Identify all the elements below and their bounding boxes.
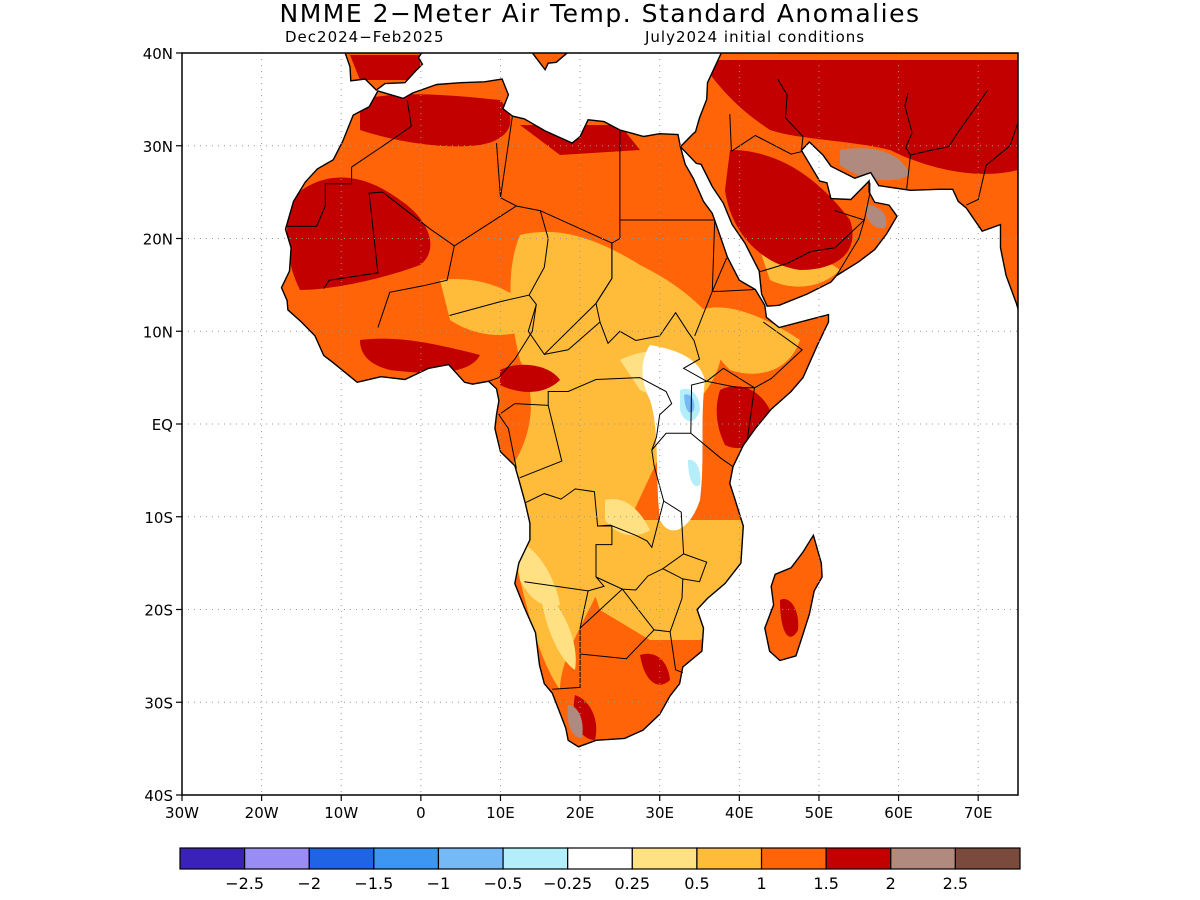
colorbar-swatch	[502, 847, 569, 870]
country-border	[488, 304, 537, 382]
lon-tick-label: 40E	[725, 804, 754, 822]
colorbar-label: −0.25	[543, 874, 592, 893]
colorbar-swatch	[954, 847, 1021, 870]
lon-tick-label: 20E	[566, 804, 595, 822]
lon-tick-label: 10W	[324, 804, 358, 822]
graticule	[182, 53, 1018, 795]
country-border	[729, 114, 732, 152]
country-border	[595, 130, 707, 382]
colorbar-label: −1	[427, 874, 451, 893]
country-border	[777, 78, 804, 151]
lat-tick-label: 10S	[144, 509, 173, 527]
country-border	[669, 578, 684, 632]
longitude-axis: 30W 20W 10W 0 10E 20E 30E 40E 50E 60E 70E	[165, 795, 992, 822]
country-border	[759, 210, 866, 273]
lon-tick-label: 70E	[964, 804, 993, 822]
colorbar-swatch	[825, 847, 892, 870]
colorbar-label: 1.5	[813, 874, 838, 893]
lat-tick-label: 30S	[144, 694, 173, 712]
country-border	[836, 219, 865, 276]
country-border	[500, 116, 513, 198]
colorbar-swatch	[890, 847, 956, 870]
forecast-period: Dec2024−Feb2025	[285, 28, 445, 46]
lat-tick-label: 20S	[144, 602, 173, 620]
country-border	[285, 167, 353, 227]
country-border	[544, 321, 601, 355]
country-border	[690, 380, 756, 446]
colorbar-label: −0.5	[484, 874, 523, 893]
country-border	[519, 405, 563, 479]
lat-tick-label: 20N	[143, 231, 173, 249]
colorbar-swatch	[244, 847, 310, 870]
country-border	[731, 134, 804, 155]
lat-tick-label: 40S	[144, 787, 173, 805]
country-border	[706, 321, 803, 389]
country-border	[712, 289, 756, 292]
colorbar-swatch	[308, 847, 375, 870]
country-border	[597, 500, 665, 549]
colorbar: −2.5 −2 −1.5 −1 −0.5 −0.25 0.25 0.5 1 1.5 2 2.5	[179, 847, 1021, 893]
lat-tick-label: 40N	[143, 45, 173, 63]
lat-tick-label: EQ	[152, 416, 173, 434]
map-title: NMME 2−Meter Air Temp. Standard Anomalie…	[279, 0, 921, 28]
country-border	[377, 191, 455, 328]
lon-tick-label: 50E	[805, 804, 834, 822]
colorbar-label: 1	[756, 874, 766, 893]
initial-conditions: July2024 initial conditions	[645, 28, 866, 46]
country-border	[904, 92, 913, 191]
lon-tick-label: 20W	[245, 804, 279, 822]
country-border	[580, 629, 655, 660]
colorbar-label: 2.5	[943, 874, 968, 893]
colorbar-label: 0.5	[684, 874, 709, 893]
colorbar-label: 2	[886, 874, 896, 893]
country-border	[662, 553, 708, 583]
country-border	[694, 219, 716, 337]
country-border	[965, 122, 1018, 206]
lat-tick-label: 30N	[143, 138, 173, 156]
country-border	[323, 191, 383, 289]
lon-tick-label: 30E	[645, 804, 674, 822]
colorbar-swatch	[696, 847, 763, 870]
country-border	[711, 257, 728, 292]
colorbar-label: −2.5	[225, 874, 264, 893]
latitude-axis: 40N 30N 20N 10N EQ 10S 20S 30S 40S	[143, 45, 182, 805]
lon-tick-label: 0	[416, 804, 426, 822]
colorbar-swatch	[760, 847, 827, 870]
colorbar-label: −2	[297, 874, 321, 893]
colorbar-swatch	[437, 847, 504, 870]
country-border	[527, 210, 613, 356]
country-border	[910, 89, 989, 156]
colorbar-swatch	[567, 847, 633, 870]
country-border	[351, 100, 412, 168]
country-border	[498, 403, 517, 469]
colorbar-swatch	[373, 847, 440, 870]
lon-tick-label: 10E	[486, 804, 515, 822]
country-borders	[285, 78, 1018, 690]
lon-tick-label: 30W	[165, 804, 199, 822]
colorbar-swatch	[179, 847, 246, 870]
country-border	[595, 500, 685, 591]
colorbar-swatch	[631, 847, 698, 870]
country-border	[863, 182, 871, 221]
lon-tick-label: 60E	[884, 804, 913, 822]
lat-tick-label: 10N	[143, 323, 173, 341]
country-border	[449, 205, 549, 316]
colorbar-label: −1.5	[354, 874, 393, 893]
country-border	[669, 631, 683, 674]
colorbar-label: 0.25	[614, 874, 650, 893]
